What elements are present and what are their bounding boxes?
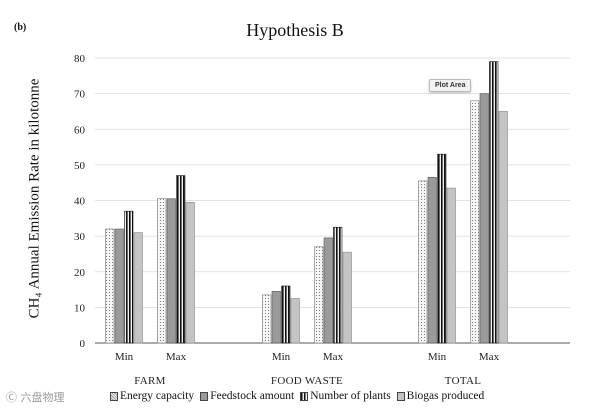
plot-area-tooltip: Plot Area [429,79,472,92]
bar-number-of-plants-food-waste-max [333,226,343,344]
bar-biogas-produced-total-max [498,111,508,344]
bar-feedstock-amount-food-waste-min [271,291,281,344]
bar-energy-capacity-food-waste-max [314,246,324,344]
y-axis-label: CH₄ Annual Emission Rate in kilotonne [26,78,43,319]
bar-feedstock-amount-food-waste-max [323,237,333,344]
legend: Energy capacity Feedstock amount Number … [110,390,484,402]
legend-label-feedstock: Feedstock amount [210,390,295,402]
legend-label-biogas: Biogas produced [406,390,485,402]
legend-item-feedstock: Feedstock amount [200,390,294,402]
bar-feedstock-amount-total-min [427,177,437,344]
y-tick-label: 50 [74,160,86,172]
y-tick-label: 40 [74,196,86,208]
x-tick-label: Min [428,351,447,363]
bar-feedstock-amount-total-max [479,93,489,344]
legend-swatch-feedstock [200,391,209,401]
bar-number-of-plants-food-waste-min [281,285,291,344]
bar-energy-capacity-farm-min [105,228,115,344]
bar-biogas-produced-food-waste-min [290,298,300,344]
y-tick-label: 10 [74,302,86,314]
x-group-label: TOTAL [445,375,481,387]
legend-swatch-energy [110,391,118,401]
bar-number-of-plants-farm-max [176,175,186,344]
bar-biogas-produced-farm-max [185,201,195,344]
legend-label-plants: Number of plants [310,390,391,402]
y-tick-label: 30 [74,231,86,243]
legend-item-energy: Energy capacity [110,390,194,402]
x-tick-label: Min [272,351,291,363]
bar-energy-capacity-farm-max [157,198,167,344]
bar-energy-capacity-total-min [418,180,428,344]
legend-swatch-plants [300,391,309,401]
bar-number-of-plants-farm-min [124,210,134,344]
chart-title: Hypothesis B [246,20,344,40]
bar-biogas-produced-total-min [446,187,456,344]
x-tick-label: Min [115,351,134,363]
y-tick-label: 60 [74,124,86,136]
bar-energy-capacity-food-waste-min [262,294,272,344]
y-tick-label: 70 [74,89,86,101]
x-group-label: FOOD WASTE [271,375,343,387]
x-tick-label: Max [166,351,187,363]
bar-number-of-plants-total-min [437,153,447,344]
bar-number-of-plants-total-max [489,61,499,344]
panel-label: (b) [14,22,27,33]
x-group-label: FARM [134,375,166,387]
bar-biogas-produced-food-waste-max [342,251,352,344]
watermark: Ⓒ 六盘物理 [6,391,65,404]
x-tick-label: Max [479,351,500,363]
legend-swatch-biogas [396,391,405,401]
bar-energy-capacity-total-max [470,100,480,344]
bar-feedstock-amount-farm-min [114,228,124,344]
legend-label-energy: Energy capacity [120,390,195,402]
bar-feedstock-amount-farm-max [166,198,176,344]
x-tick-label: Max [323,351,344,363]
legend-item-plants: Number of plants [300,390,391,402]
y-tick-label: 20 [74,267,86,279]
y-tick-label: 0 [80,338,86,350]
legend-item-biogas: Biogas produced [396,390,485,402]
bar-biogas-produced-farm-min [133,232,143,344]
y-tick-label: 80 [74,53,86,65]
